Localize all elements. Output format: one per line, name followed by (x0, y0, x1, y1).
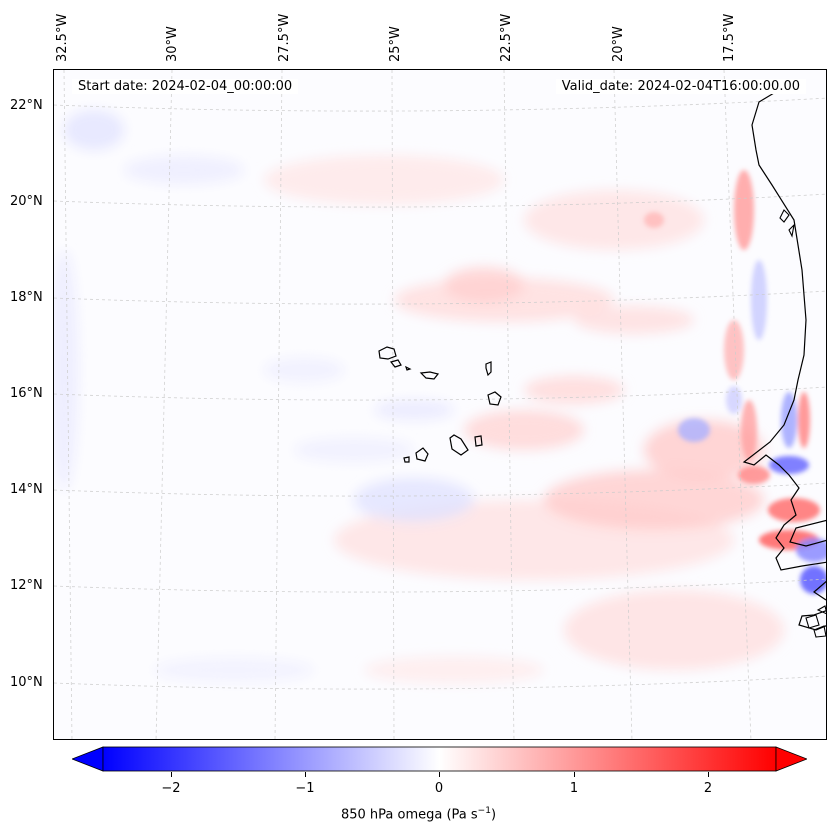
colorbar-tick-2: 2 (703, 781, 713, 796)
lon-label-22-5w: 22.5°W (499, 13, 514, 62)
lat-label-10n: 10°N (10, 675, 43, 690)
map-panel (53, 69, 827, 740)
lon-label-27-5w: 27.5°W (277, 13, 292, 62)
colorbar (72, 746, 807, 772)
colorbar-label: 850 hPa omega (Pa s−1) (0, 806, 837, 822)
colorbar-extend-max (775, 746, 807, 772)
colorbar-extend-min (72, 746, 104, 772)
omega-field (54, 110, 784, 684)
colorbar-label-exponent: −1 (477, 806, 491, 816)
valid-date-label: Valid_date: 2024-02-04T16:00:00.00 (555, 79, 806, 94)
colorbar-tickmark-neg1 (305, 772, 306, 777)
colorbar-tickmark-0 (439, 772, 440, 777)
coastline (742, 89, 826, 631)
coastal-islands (779, 209, 826, 638)
colorbar-tickmark-2 (708, 772, 709, 777)
colorbar-label-suffix: ) (490, 807, 497, 823)
lat-label-14n: 14°N (10, 482, 43, 497)
lon-label-32-5w: 32.5°W (55, 13, 70, 62)
cape-verde-islands (378, 346, 502, 463)
lon-label-17-5w: 17.5°W (722, 13, 737, 62)
lat-label-16n: 16°N (10, 386, 43, 401)
colorbar-tick-neg1: −1 (295, 781, 315, 796)
gridlines (54, 70, 826, 739)
colorbar-tickmark-1 (574, 772, 575, 777)
start-date-label: Start date: 2024-02-04_00:00:00 (72, 79, 299, 94)
lat-label-22n: 22°N (10, 98, 43, 113)
colorbar-tick-0: 0 (434, 781, 444, 796)
coastal-omega-field (644, 170, 826, 594)
lat-label-18n: 18°N (10, 290, 43, 305)
omega-field-map (54, 70, 826, 739)
colorbar-tick-neg2: −2 (161, 781, 181, 796)
colorbar-tick-1: 1 (569, 781, 579, 796)
colorbar-gradient (102, 746, 777, 772)
lat-label-20n: 20°N (10, 194, 43, 209)
lon-label-25w: 25°W (388, 26, 403, 62)
lat-label-12n: 12°N (10, 578, 43, 593)
colorbar-label-prefix: 850 hPa omega (Pa s (340, 807, 478, 823)
colorbar-tickmark-neg2 (171, 772, 172, 777)
lon-label-20w: 20°W (611, 26, 626, 62)
lon-label-30w: 30°W (165, 26, 180, 62)
